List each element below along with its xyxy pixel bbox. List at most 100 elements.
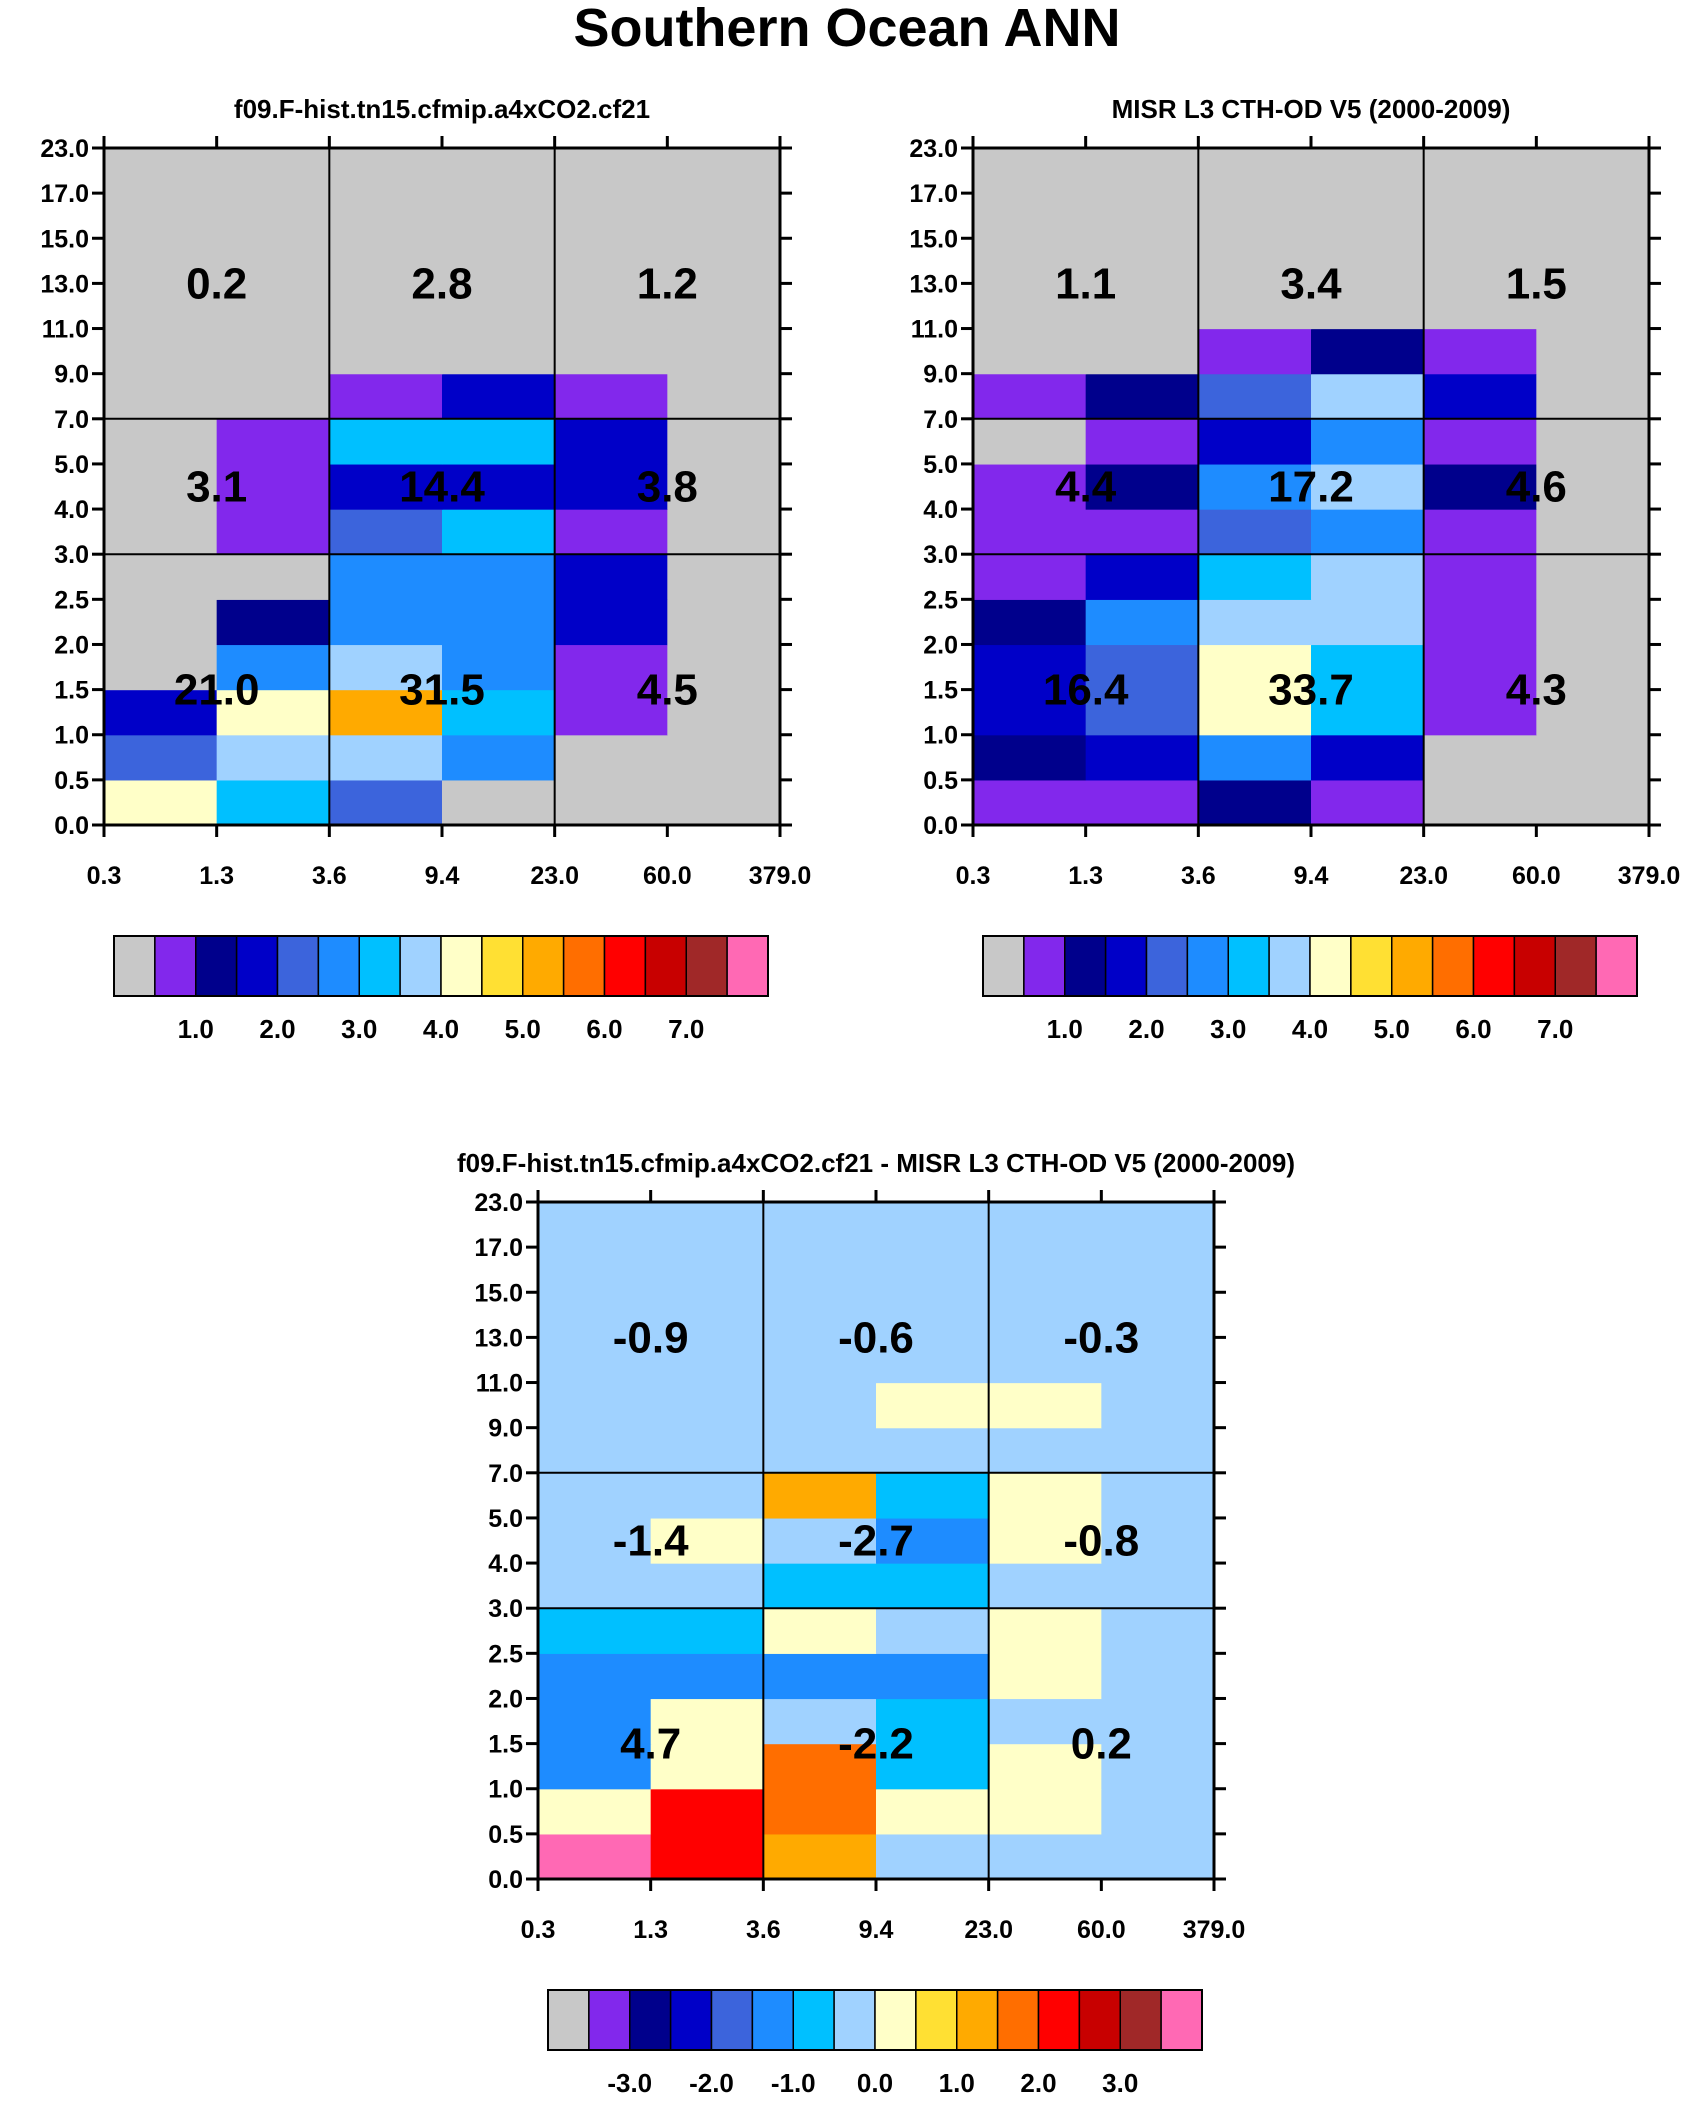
heatmap-cell — [1198, 148, 1312, 194]
heatmap-cell — [538, 1698, 652, 1745]
heatmap-cell — [1101, 1517, 1215, 1564]
heatmap-cell — [988, 1202, 1102, 1248]
heatmap-cell — [104, 734, 218, 781]
colorbar-swatch — [1268, 935, 1311, 997]
heatmap-cell — [216, 644, 330, 691]
heatmap-cell — [988, 1788, 1102, 1835]
heatmap-cell — [876, 1337, 990, 1384]
heatmap-cell — [1101, 1563, 1215, 1609]
heatmap-cell — [554, 644, 668, 691]
colorbar-swatch — [833, 1989, 876, 2051]
y-tick-label: 2.5 — [488, 1640, 523, 1668]
y-tick-label: 11.0 — [911, 316, 958, 344]
y-tick-label: 7.0 — [488, 1460, 523, 1488]
heatmap-cell — [667, 148, 781, 194]
y-tick-label: 17.0 — [40, 180, 89, 208]
y-tick-label: 1.0 — [54, 722, 89, 750]
heatmap-cell — [876, 1653, 990, 1700]
colorbar-frame — [547, 1989, 1203, 2051]
heatmap-cell — [1423, 463, 1537, 510]
heatmap-cell — [1311, 373, 1425, 420]
heatmap-cell — [650, 1247, 764, 1293]
heatmap-cell — [554, 689, 668, 736]
colorbar-swatch — [669, 1989, 713, 2051]
x-tick-label: 3.6 — [1181, 862, 1216, 890]
heatmap-cell — [1311, 734, 1425, 781]
colorbar-swatch — [235, 935, 279, 997]
heatmap-cell — [763, 1653, 877, 1700]
block-value-label: 3.8 — [637, 463, 698, 512]
heatmap-cell — [1101, 1743, 1215, 1790]
heatmap-cell — [876, 1743, 990, 1790]
heatmap-cell — [1101, 1698, 1215, 1745]
heatmap-cell — [554, 779, 668, 826]
heatmap-cell — [104, 148, 218, 194]
heatmap-cell — [1101, 1337, 1215, 1384]
heatmap-cell — [1101, 1202, 1215, 1248]
colorbar-label: 3.0 — [341, 1014, 377, 1044]
heatmap-cell — [973, 463, 1087, 510]
heatmap-cell — [329, 599, 443, 646]
heatmap-cell — [1198, 463, 1312, 510]
heatmap-cell — [1423, 193, 1537, 239]
heatmap-cell — [554, 148, 668, 194]
block-value-label: -0.6 — [838, 1313, 914, 1362]
heatmap-cell — [667, 328, 781, 375]
block-value-label: 1.2 — [637, 259, 698, 308]
heatmap-cell — [1536, 373, 1650, 420]
block-labels: 21.0 31.5 4.5 3.1 14.4 3.8 0.2 2.8 1.2 — [174, 259, 698, 714]
heatmap-cell — [876, 1427, 990, 1474]
heatmap-cell — [876, 1698, 990, 1745]
block-lines — [104, 148, 780, 825]
heatmap-cell — [988, 1563, 1102, 1609]
colorbar-swatch — [481, 935, 524, 997]
y-tick-label: 5.0 — [54, 451, 89, 479]
heatmap-cell — [104, 283, 218, 330]
colorbar-swatch — [276, 935, 320, 997]
colorbar-label: 1.0 — [939, 2068, 975, 2098]
colorbar-swatch — [710, 1989, 754, 2051]
heatmap-cell — [1311, 509, 1425, 555]
heatmap-cell — [1101, 1427, 1215, 1474]
panels: f09.F-hist.tn15.cfmip.a4xCO2.cf21 0.3 1.3 3… — [40, 94, 1680, 2098]
heatmap-cell — [1085, 418, 1199, 465]
heatmap-cell — [554, 328, 668, 375]
y-tick-label: 13.0 — [909, 270, 958, 298]
colorbar-swatch — [1472, 935, 1516, 997]
heatmap-cell — [1198, 283, 1312, 330]
colorbar-label: 5.0 — [505, 1014, 541, 1044]
heatmap-cell — [104, 689, 218, 736]
heatmap-cell — [1423, 644, 1537, 691]
heatmap-cell — [876, 1608, 990, 1654]
colorbar-label: -1.0 — [771, 2068, 816, 2098]
heatmap-cell — [1198, 238, 1312, 284]
colorbar-swatch — [1554, 935, 1597, 997]
heatmap-cell — [763, 1292, 877, 1338]
block-value-label: 33.7 — [1268, 666, 1354, 715]
heatmap-cell — [104, 554, 218, 600]
y-tick-label: 0.0 — [923, 812, 958, 840]
heatmap-cell — [329, 734, 443, 781]
heatmap-cell — [216, 734, 330, 781]
heatmap-cell — [104, 328, 218, 375]
y-tick-label: 0.5 — [923, 767, 958, 795]
heatmap-cell — [538, 1788, 652, 1835]
heatmap-cell — [763, 1427, 877, 1474]
x-tick-label: 1.3 — [1068, 862, 1103, 890]
y-tick-label: 23.0 — [40, 135, 89, 163]
heatmap-cell — [1423, 373, 1537, 420]
heatmap-cell — [216, 689, 330, 736]
heatmap-cell — [667, 554, 781, 600]
heatmap-cell — [554, 463, 668, 510]
heatmap-cell — [876, 1382, 990, 1429]
heatmap-cell — [329, 644, 443, 691]
heatmap-cell — [763, 1517, 877, 1564]
heatmap-cell — [1198, 734, 1312, 781]
heatmap-cell — [988, 1743, 1102, 1790]
colorbar: 1.0 2.0 3.0 4.0 5.0 6.0 7.0 — [113, 935, 769, 1044]
y-tick-label: 15.0 — [40, 225, 89, 253]
heatmap-cell — [442, 373, 556, 420]
block-value-label: 4.4 — [1055, 463, 1117, 512]
y-tick-label: 7.0 — [923, 406, 958, 434]
